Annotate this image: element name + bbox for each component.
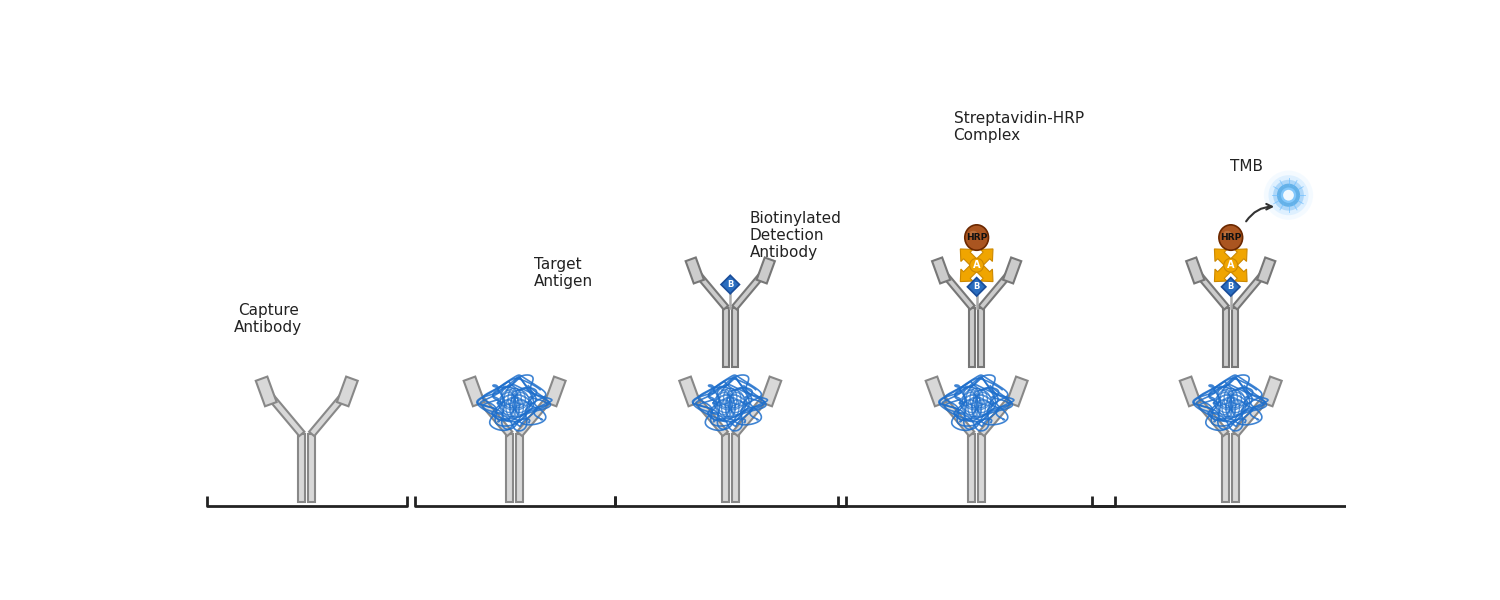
Text: B: B bbox=[974, 283, 980, 292]
Text: HRP: HRP bbox=[966, 233, 987, 242]
Polygon shape bbox=[1257, 257, 1275, 283]
Circle shape bbox=[1276, 184, 1300, 207]
Polygon shape bbox=[687, 389, 728, 436]
Bar bbox=[298, 434, 304, 502]
Polygon shape bbox=[264, 389, 305, 436]
Polygon shape bbox=[1192, 269, 1228, 310]
Circle shape bbox=[1281, 187, 1296, 203]
Polygon shape bbox=[722, 275, 740, 294]
Bar bbox=[507, 434, 513, 502]
Polygon shape bbox=[471, 389, 513, 436]
Polygon shape bbox=[1188, 389, 1228, 436]
Polygon shape bbox=[1180, 377, 1200, 406]
Polygon shape bbox=[680, 377, 700, 406]
Polygon shape bbox=[960, 262, 980, 281]
Bar bbox=[516, 434, 524, 502]
Bar bbox=[723, 308, 729, 367]
Polygon shape bbox=[338, 377, 357, 406]
Polygon shape bbox=[686, 257, 703, 283]
Polygon shape bbox=[974, 262, 993, 281]
Polygon shape bbox=[1215, 249, 1234, 269]
Bar bbox=[732, 434, 738, 502]
Polygon shape bbox=[693, 269, 728, 310]
Text: B: B bbox=[1227, 283, 1234, 292]
Polygon shape bbox=[1227, 262, 1246, 281]
Text: A: A bbox=[1227, 260, 1234, 270]
Bar bbox=[969, 308, 975, 367]
Circle shape bbox=[1269, 175, 1308, 215]
Polygon shape bbox=[732, 269, 768, 310]
Bar bbox=[1224, 308, 1230, 367]
Polygon shape bbox=[544, 377, 566, 406]
Bar bbox=[978, 434, 986, 502]
Polygon shape bbox=[760, 377, 782, 406]
Bar bbox=[1222, 434, 1228, 502]
Circle shape bbox=[1224, 259, 1238, 272]
Polygon shape bbox=[518, 389, 558, 436]
Bar bbox=[732, 308, 738, 367]
Polygon shape bbox=[1262, 377, 1281, 406]
Text: B: B bbox=[728, 280, 734, 289]
Bar bbox=[309, 434, 315, 502]
Polygon shape bbox=[732, 389, 774, 436]
Bar bbox=[978, 308, 984, 367]
Circle shape bbox=[1282, 190, 1294, 200]
Text: Biotinylated
Detection
Antibody: Biotinylated Detection Antibody bbox=[750, 211, 842, 260]
Bar bbox=[722, 434, 729, 502]
Polygon shape bbox=[960, 249, 980, 269]
Polygon shape bbox=[974, 249, 993, 269]
Polygon shape bbox=[926, 377, 946, 406]
Text: A: A bbox=[974, 260, 981, 270]
Polygon shape bbox=[968, 278, 986, 296]
Polygon shape bbox=[1227, 249, 1246, 269]
Text: Target
Antigen: Target Antigen bbox=[534, 257, 592, 289]
Circle shape bbox=[1274, 180, 1304, 211]
Polygon shape bbox=[1233, 389, 1274, 436]
Bar bbox=[1232, 308, 1238, 367]
Polygon shape bbox=[1004, 257, 1022, 283]
Polygon shape bbox=[932, 257, 951, 283]
Polygon shape bbox=[1186, 257, 1204, 283]
Ellipse shape bbox=[964, 225, 988, 250]
Text: HRP: HRP bbox=[1220, 233, 1242, 242]
Polygon shape bbox=[464, 377, 484, 406]
Polygon shape bbox=[756, 257, 776, 283]
Polygon shape bbox=[933, 389, 975, 436]
Text: TMB: TMB bbox=[1230, 158, 1263, 173]
Ellipse shape bbox=[1222, 231, 1232, 238]
Polygon shape bbox=[309, 389, 350, 436]
Bar bbox=[969, 434, 975, 502]
Bar bbox=[1233, 434, 1239, 502]
Polygon shape bbox=[1215, 262, 1234, 281]
Text: Capture
Antibody: Capture Antibody bbox=[234, 303, 303, 335]
Polygon shape bbox=[256, 377, 276, 406]
Circle shape bbox=[969, 259, 984, 272]
Polygon shape bbox=[1007, 377, 1028, 406]
Polygon shape bbox=[939, 269, 975, 310]
Circle shape bbox=[1264, 170, 1312, 220]
Ellipse shape bbox=[1220, 225, 1242, 250]
Polygon shape bbox=[978, 269, 1014, 310]
Text: Streptavidin-HRP
Complex: Streptavidin-HRP Complex bbox=[954, 110, 1083, 143]
Polygon shape bbox=[980, 389, 1020, 436]
Polygon shape bbox=[1221, 278, 1240, 296]
Polygon shape bbox=[1233, 269, 1269, 310]
Ellipse shape bbox=[969, 231, 978, 238]
